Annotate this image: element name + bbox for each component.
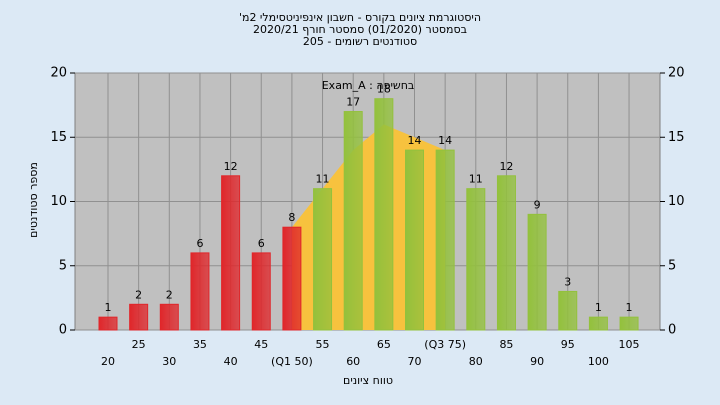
bar (313, 188, 333, 331)
value-label: 6 (196, 237, 203, 250)
value-label: 17 (346, 96, 360, 109)
bar (129, 303, 149, 331)
y-tick-label: 5 (59, 258, 67, 273)
value-label: 3 (564, 275, 571, 288)
chart-title: היסטוגרמת ציונים בקורס - חשבון אינפיניטס… (239, 11, 481, 24)
x-tick-label: 30 (162, 355, 176, 368)
x-tick-label: 60 (346, 355, 360, 368)
y2-tick-label: 5 (668, 258, 676, 273)
value-label: 1 (595, 301, 602, 314)
x-tick-label: 95 (561, 338, 575, 351)
bar (251, 252, 271, 331)
bar (98, 316, 118, 331)
x-tick-label: (Q3 75) (424, 338, 466, 351)
bar (558, 290, 578, 331)
y-tick-label: 20 (50, 66, 67, 81)
value-label: 14 (408, 134, 422, 147)
y-tick-label: 15 (50, 130, 67, 145)
value-label: 14 (438, 134, 452, 147)
value-label: 12 (499, 160, 513, 173)
annotation: בחשיפה : Exam_A (322, 79, 415, 92)
value-label: 1 (626, 301, 633, 314)
bar (496, 175, 516, 331)
value-label: 6 (258, 237, 265, 250)
x-tick-label: 100 (588, 355, 609, 368)
x-tick-label: 25 (132, 338, 146, 351)
x-tick-label: 70 (408, 355, 422, 368)
chart-subtitle: בסמסטר (01/2020) סמסטר חורף 2020/21 (253, 23, 467, 36)
bar (466, 188, 486, 331)
bar (374, 98, 394, 331)
y2-tick-label: 15 (668, 130, 685, 145)
value-label: 11 (316, 173, 330, 186)
value-label: 11 (469, 173, 483, 186)
value-label: 9 (534, 198, 541, 211)
y2-tick-label: 10 (668, 194, 685, 209)
x-tick-label: 45 (254, 338, 268, 351)
bar (435, 149, 455, 331)
chart-subtitle: סטודנטים רשומים - 205 (303, 35, 417, 48)
x-tick-label: (Q1 50) (271, 355, 313, 368)
bar (190, 252, 210, 331)
value-label: 2 (135, 288, 142, 301)
x-tick-label: 65 (377, 338, 391, 351)
value-label: 12 (224, 160, 238, 173)
y-tick-label: 0 (59, 323, 67, 338)
x-axis-label: טווח ציונים (343, 374, 393, 387)
y2-tick-label: 20 (668, 66, 685, 81)
y2-tick-label: 0 (668, 323, 676, 338)
bar (221, 175, 241, 331)
bar (527, 213, 547, 331)
x-tick-label: 105 (619, 338, 640, 351)
value-label: 18 (377, 83, 391, 96)
bar (619, 316, 639, 331)
value-label: 2 (166, 288, 173, 301)
y-axis-label: מספר סטודנטים (27, 162, 40, 238)
x-tick-label: 40 (224, 355, 238, 368)
bar (405, 149, 424, 331)
y-tick-label: 10 (50, 194, 67, 209)
x-tick-label: 20 (101, 355, 115, 368)
bar (282, 226, 302, 331)
x-tick-label: 90 (530, 355, 544, 368)
bar (159, 303, 179, 331)
x-tick-label: 55 (316, 338, 330, 351)
x-tick-label: 80 (469, 355, 483, 368)
bar (343, 111, 363, 331)
x-tick-label: 85 (499, 338, 513, 351)
value-label: 1 (105, 301, 112, 314)
bar (588, 316, 608, 331)
value-label: 8 (288, 211, 295, 224)
x-tick-label: 35 (193, 338, 207, 351)
